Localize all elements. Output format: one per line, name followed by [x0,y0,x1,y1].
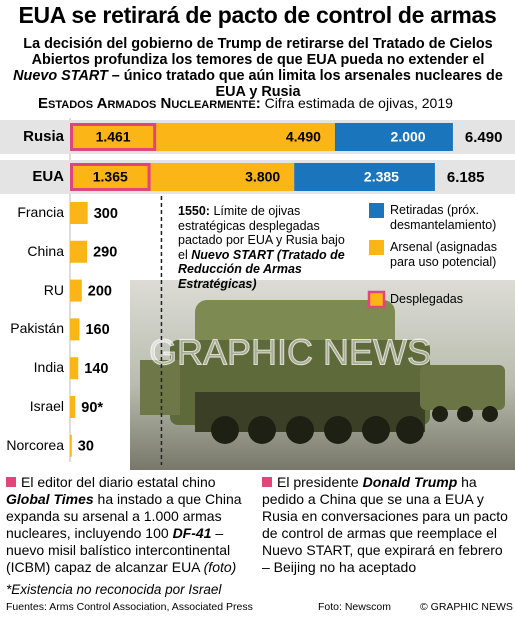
subtitle-text: – único tratado que aún limita los arsen… [107,68,503,100]
value-label: 3.800 [245,169,280,185]
category-label: Norcorea [6,436,64,453]
value-label: 90* [81,400,103,416]
category-label: Israel [29,398,64,414]
heading-caps: Estados Armados Nuclearmente: [38,95,261,112]
annotation-value: 1550: [178,204,210,218]
category-label: Pakistán [10,320,64,337]
note-text: – nuevo misil balístico intercontinental… [6,525,231,575]
bar-arsenal [70,279,82,302]
subtitle-text: Nuevo START [13,68,108,84]
total-label: 6.185 [447,169,485,186]
note-text: ha pedido a China que se una a EUA y Rus… [262,474,508,575]
category-label: China [27,242,64,259]
bar-arsenal [70,318,80,341]
note-text: (foto) [203,559,237,575]
category-label: Francia [17,204,64,220]
value-label: 160 [85,322,109,338]
value-label: 30 [78,439,94,455]
note-text: DF-41 [172,525,212,541]
value-label: 290 [93,245,117,261]
value-label: 4.490 [286,129,321,145]
note-text: Global Times [6,491,94,507]
bar-arsenal [70,202,88,224]
annotation: 1550: Límite de ojivas estratégicas desp… [178,204,356,292]
photo-credit: Foto: Newscom [318,601,391,613]
legend-label: Desplegadas [390,292,463,306]
annotation-text: Nuevo START [191,247,274,262]
category-label: EUA [32,168,64,185]
value-label: 140 [84,361,108,377]
total-label: 6.490 [465,129,503,146]
bar-retired [294,163,435,191]
title: EUA se retirará de pacto de control de a… [18,2,497,28]
subtitle: La decisión del gobierno de Trump de ret… [12,36,504,100]
note: El editor del diario estatal chino Globa… [6,474,256,576]
legend-label: Arsenal (asignadas para uso potencial) [390,240,498,269]
heading-text: Cifra estimada de ojivas, 2019 [260,95,453,111]
legend-swatch [369,240,384,255]
legend-swatch [369,203,384,218]
note-text: El presidente [277,474,363,490]
sources: Fuentes: Arms Control Association, Assoc… [6,601,253,613]
chart-heading: Estados Armados Nuclearmente: Cifra esti… [38,95,453,112]
note-text: ha instado a que China expanda su arsena… [6,491,242,541]
legend-label: Retiradas (próx. desmantelamiento) [390,203,497,232]
subtitle-text: La decisión del gobierno de Trump de ret… [23,36,493,68]
value-label: 200 [88,283,112,299]
note-text: Donald Trump [362,474,458,490]
annotation-text: (Tratado de Reducción de Armas Estratégi… [178,247,345,291]
watermark: GRAPHIC NEWS [149,332,431,373]
copyright: © GRAPHIC NEWS [420,601,513,613]
bar-arsenal [70,357,79,380]
annotation-text: Límite de ojivas estratégicas desplegada… [178,204,345,262]
category-label: Rusia [23,128,64,145]
category-label: India [33,359,64,376]
bar-arsenal [70,434,72,457]
legend-swatch [367,290,386,309]
value-label: 300 [94,206,118,222]
value-label: 2.385 [364,169,399,185]
bar-deployed [70,123,157,151]
bar-arsenal [70,396,76,418]
value-label: 1.365 [93,169,128,185]
bar-retired [334,123,453,151]
note: El presidente Donald Trump ha pedido a C… [262,474,510,576]
note-text: El editor del diario estatal chino [21,474,216,490]
value-label: 2.000 [391,129,426,145]
value-label: 1.461 [96,129,131,145]
photo [130,280,515,470]
footnote: *Existencia no reconocida por Israel [6,582,222,597]
bar-arsenal [70,240,88,263]
bar-deployed [70,163,151,191]
category-label: RU [43,281,64,298]
